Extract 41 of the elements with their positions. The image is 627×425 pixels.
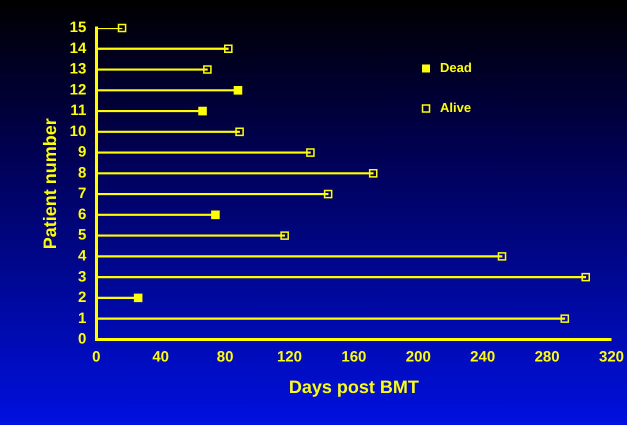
x-tick-label: 280 — [534, 348, 560, 366]
x-tick-label: 320 — [598, 348, 624, 366]
x-tick-label: 120 — [276, 348, 302, 366]
y-tick-label: 4 — [78, 248, 87, 264]
point — [368, 169, 378, 178]
point — [203, 65, 212, 74]
y-tick-label: 6 — [78, 206, 86, 223]
legend-label: Alive — [440, 100, 472, 116]
y-tick-label: 0 — [78, 330, 86, 348]
y-tick-label: 10 — [70, 122, 86, 140]
point — [324, 190, 332, 198]
point — [280, 231, 289, 240]
point — [118, 24, 126, 32]
x-tick-label: 160 — [341, 348, 366, 366]
y-tick-label: 5 — [78, 226, 86, 244]
y-tick-label: 14 — [70, 40, 87, 57]
point — [234, 86, 242, 95]
y-tick-label: 1 — [78, 310, 86, 327]
x-axis-title: Days post BMT — [288, 377, 419, 398]
point — [235, 128, 244, 136]
point — [581, 272, 590, 282]
x-tick-label: 40 — [152, 348, 170, 366]
legend-label: Dead — [440, 60, 472, 76]
y-tick-label: 11 — [70, 102, 86, 120]
y-tick-label: 15 — [70, 19, 86, 36]
y-tick-label: 9 — [78, 144, 86, 161]
y-tick-label: 12 — [70, 81, 86, 98]
x-tick-label: 0 — [92, 348, 100, 366]
x-tick-label: 80 — [216, 348, 234, 366]
y-tick-label: 3 — [78, 268, 86, 286]
y-tick-label: 13 — [70, 60, 86, 78]
y-tick-label: 2 — [78, 289, 86, 306]
point — [306, 148, 315, 157]
point — [498, 252, 506, 261]
y-tick-label: 7 — [78, 185, 86, 202]
x-tick-label: 200 — [406, 348, 431, 366]
y-axis-title: Patient number — [40, 118, 60, 250]
point — [560, 314, 570, 323]
y-tick-label: 8 — [78, 164, 86, 182]
point — [224, 44, 233, 54]
x-tick-label: 240 — [470, 348, 496, 366]
